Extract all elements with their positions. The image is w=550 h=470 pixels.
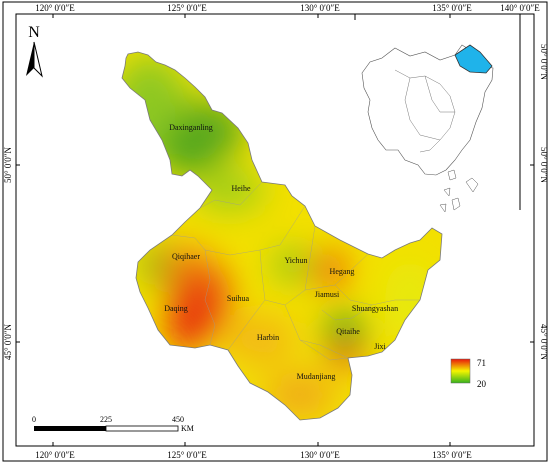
lat-label-left-45: 45° 0′0″N [3,323,13,360]
lon-label-top-125: 125° 0′0″E [167,3,207,13]
city-label-hegang: Hegang [330,267,355,276]
lon-label-top-130: 130° 0′0″E [300,3,340,13]
inset-china-map [361,44,494,213]
city-label-daxinganling: Daxinganling [169,123,213,132]
scale-label-0: 0 [32,415,36,424]
city-label-qiqihaer: Qiqihaer [172,252,200,261]
lat-label-left-50: 50° 0′0″N [3,146,13,183]
city-label-shuangyashan: Shuangyashan [352,304,398,313]
lat-label-right-top: 50° 0′0″N [539,44,549,81]
city-label-jixi: Jixi [374,342,386,351]
city-label-jiamusi: Jiamusi [315,290,340,299]
legend-color-bar [450,358,471,384]
lat-label-right-50: 50° 0′0″N [539,147,549,184]
north-label: N [28,24,40,41]
scale-bar-black-segment [34,426,106,431]
legend: 71 20 [450,358,487,389]
scale-bar-white-segment [105,425,179,432]
lon-label-bottom-130: 130° 0′0″E [300,450,340,460]
lon-label-top-135: 135° 0′0″E [432,3,472,13]
inset-frame [354,14,521,210]
city-label-daqing: Daqing [164,304,188,313]
city-label-suihua: Suihua [227,294,250,303]
lon-label-top-140: 140° 0′0″E [500,3,540,13]
city-label-harbin: Harbin [257,333,279,342]
legend-max-label: 71 [477,358,486,368]
city-boundaries [171,181,420,361]
scale-label-225: 225 [100,415,112,424]
lon-label-bottom-135: 135° 0′0″E [432,450,472,460]
lat-label-right-45: 45° 0′0″N [539,324,549,361]
north-arrow-icon: N [26,24,43,78]
city-label-qitaihe: Qitaihe [336,327,360,336]
inset-highlight-region [454,44,493,74]
lon-label-bottom-125: 125° 0′0″E [167,450,207,460]
city-label-yichun: Yichun [284,256,307,265]
scale-bar: 0 225 450 KM [32,415,194,433]
city-label-heihe: Heihe [231,184,251,193]
lon-label-top-120: 120° 0′0″E [35,3,75,13]
frame-ticks [16,14,534,446]
lon-label-bottom-120: 120° 0′0″E [35,450,75,460]
city-label-mudanjiang: Mudanjiang [297,372,336,381]
legend-min-label: 20 [477,379,487,389]
scale-unit-label: KM [181,424,194,433]
scale-label-450: 450 [172,415,184,424]
